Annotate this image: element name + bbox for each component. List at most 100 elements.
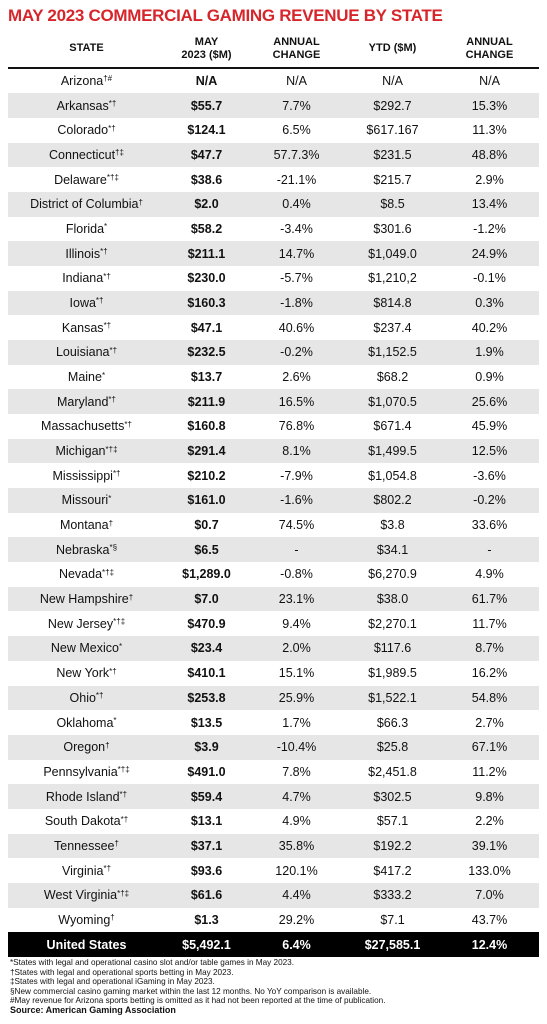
state-cell: Oregon † xyxy=(8,735,165,760)
value-cell: 2.2% xyxy=(475,814,504,829)
table-row: Nebraska *§ $6.5 - $34.1 - xyxy=(8,537,539,563)
value-cell: $7.0 xyxy=(194,592,219,607)
table-row: Arizona †# N/A N/A N/A N/A xyxy=(8,69,539,94)
value-cell: $301.6 xyxy=(373,221,412,236)
state-footnote-mark: †# xyxy=(103,74,113,84)
state-cell: Iowa *† xyxy=(8,291,165,316)
state-footnote-mark: *† xyxy=(95,296,104,306)
value-cell: $58.2 xyxy=(190,221,223,236)
value-cell: $211.9 xyxy=(187,394,226,409)
table-row: Mississippi *† $210.2 -7.9% $1,054.8 -3.6% xyxy=(8,463,539,488)
value-cell: -10.4% xyxy=(276,740,317,755)
value-cell: $192.2 xyxy=(373,838,412,853)
value-cell: $66.3 xyxy=(376,715,409,730)
value-cell: $6,270.9 xyxy=(368,567,417,582)
state-cell: Illinois *† xyxy=(8,241,165,266)
state-name: Connecticut xyxy=(49,147,116,162)
value-cell: $231.5 xyxy=(373,147,412,162)
value-cell: 2.9% xyxy=(475,172,504,187)
table-header: STATE MAY 2023 ($M) ANNUAL CHANGE YTD ($M) ANN… xyxy=(8,30,539,69)
state-name: Delaware xyxy=(54,172,107,187)
value-cell: 76.8% xyxy=(278,419,315,434)
footnote: *States with legal and operational casin… xyxy=(10,958,295,967)
value-cell: $47.1 xyxy=(190,320,223,335)
state-footnote-mark: *† xyxy=(109,345,118,355)
value-cell: - xyxy=(294,542,299,557)
state-cell: New Mexico * xyxy=(8,636,165,661)
header-line: STATE xyxy=(69,42,104,54)
state-cell: Arkansas *† xyxy=(8,93,165,118)
value-cell: $1,070.5 xyxy=(368,394,417,409)
value-cell: 0.9% xyxy=(475,370,504,384)
value-cell: $617.167 xyxy=(366,123,419,138)
value-cell: 12.5% xyxy=(471,444,508,459)
value-cell: $124.1 xyxy=(187,123,226,138)
state-name: Virginia xyxy=(61,863,104,878)
state-footnote-mark: * xyxy=(118,641,123,651)
value-cell: 24.9% xyxy=(471,246,508,261)
table-row: Montana † $0.7 74.5% $3.8 33.6% xyxy=(8,513,539,538)
value-cell: 4.9% xyxy=(282,814,311,829)
value-cell: $2.0 xyxy=(194,197,219,212)
state-footnote-mark: *†‡ xyxy=(117,765,130,775)
value-cell: 1.7% xyxy=(282,715,311,730)
value-cell: 35.8% xyxy=(278,838,315,853)
state-footnote-mark: *† xyxy=(100,247,108,257)
state-name: New Mexico xyxy=(50,641,119,656)
state-name: Nebraska xyxy=(55,542,110,557)
footnote: #May revenue for Arizona sports betting … xyxy=(10,996,386,1006)
state-name: Ohio xyxy=(69,690,96,705)
state-cell: Michigan *†‡ xyxy=(8,439,165,464)
value-cell: 45.9% xyxy=(471,419,508,434)
header-cell: ANNUAL CHANGE xyxy=(248,30,345,67)
value-cell: 40.2% xyxy=(471,320,508,335)
table-row: Missouri * $161.0 -1.6% $802.2 -0.2% xyxy=(8,488,539,513)
value-cell: -5.7% xyxy=(280,271,313,286)
value-cell: $1,152.5 xyxy=(368,345,417,360)
value-cell: $814.8 xyxy=(373,295,412,310)
state-cell: Indiana *† xyxy=(8,266,165,291)
value-cell: $61.6 xyxy=(190,888,223,903)
value-cell: 48.8% xyxy=(471,147,508,162)
state-name: West Virginia xyxy=(43,888,118,903)
value-cell: $210.2 xyxy=(187,468,226,483)
value-cell: -0.2% xyxy=(280,345,313,360)
value-cell: 33.6% xyxy=(471,518,508,533)
state-footnote-mark: †‡ xyxy=(115,148,124,158)
total-row: United States $5,492.1 6.4% $27,585.1 12.4% xyxy=(8,932,539,957)
value-cell: $25.8 xyxy=(376,740,409,755)
value-cell: 1.9% xyxy=(475,345,504,360)
state-footnote-mark: *† xyxy=(108,99,117,109)
state-name: District of Columbia xyxy=(30,197,139,212)
value-cell: N/A xyxy=(382,73,403,88)
value-cell: $802.2 xyxy=(373,493,412,508)
state-footnote-mark: * xyxy=(113,716,117,726)
state-footnote-mark: *†‡ xyxy=(105,444,118,454)
value-cell: $291.4 xyxy=(187,444,226,459)
footnotes: *States with legal and operational casin… xyxy=(10,958,385,1016)
value-cell: 14.7% xyxy=(278,246,315,261)
state-footnote-mark: † xyxy=(128,592,134,602)
value-cell: $417.2 xyxy=(373,863,412,878)
table-row: Oregon † $3.9 -10.4% $25.8 67.1% xyxy=(8,734,539,760)
value-cell: 8.1% xyxy=(282,444,311,459)
value-cell: $2,270.1 xyxy=(368,616,417,631)
state-cell: Pennsylvania *†‡ xyxy=(8,760,165,785)
state-footnote-mark: *† xyxy=(108,123,116,133)
state-cell: Wyoming † xyxy=(8,908,165,933)
value-cell: 9.8% xyxy=(475,789,504,804)
table-row: Nevada *†‡ $1,289.0 -0.8% $6,270.9 4.9% xyxy=(8,562,539,587)
state-name: New Hampshire xyxy=(39,592,129,607)
table-row: New York *† $410.1 15.1% $1,989.5 16.2% xyxy=(8,661,539,686)
state-cell: Nebraska *§ xyxy=(8,537,165,562)
state-cell: Tennessee † xyxy=(8,834,165,859)
state-cell: Nevada *†‡ xyxy=(8,562,165,587)
table-row: District of Columbia † $2.0 0.4% $8.5 13.4% xyxy=(8,191,539,217)
footnote: †States with legal and operational sport… xyxy=(10,967,234,977)
value-cell: 0.4% xyxy=(282,197,311,212)
state-footnote-mark: *† xyxy=(103,321,112,331)
value-cell: $37.1 xyxy=(190,838,223,853)
state-footnote-mark: † xyxy=(105,740,110,750)
value-cell: $68.2 xyxy=(376,370,409,384)
header-line: 2023 ($M) xyxy=(181,48,232,61)
